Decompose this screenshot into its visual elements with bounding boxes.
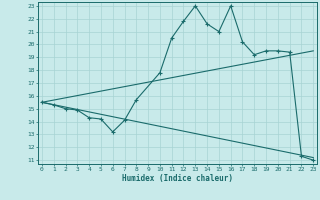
X-axis label: Humidex (Indice chaleur): Humidex (Indice chaleur) — [122, 174, 233, 183]
